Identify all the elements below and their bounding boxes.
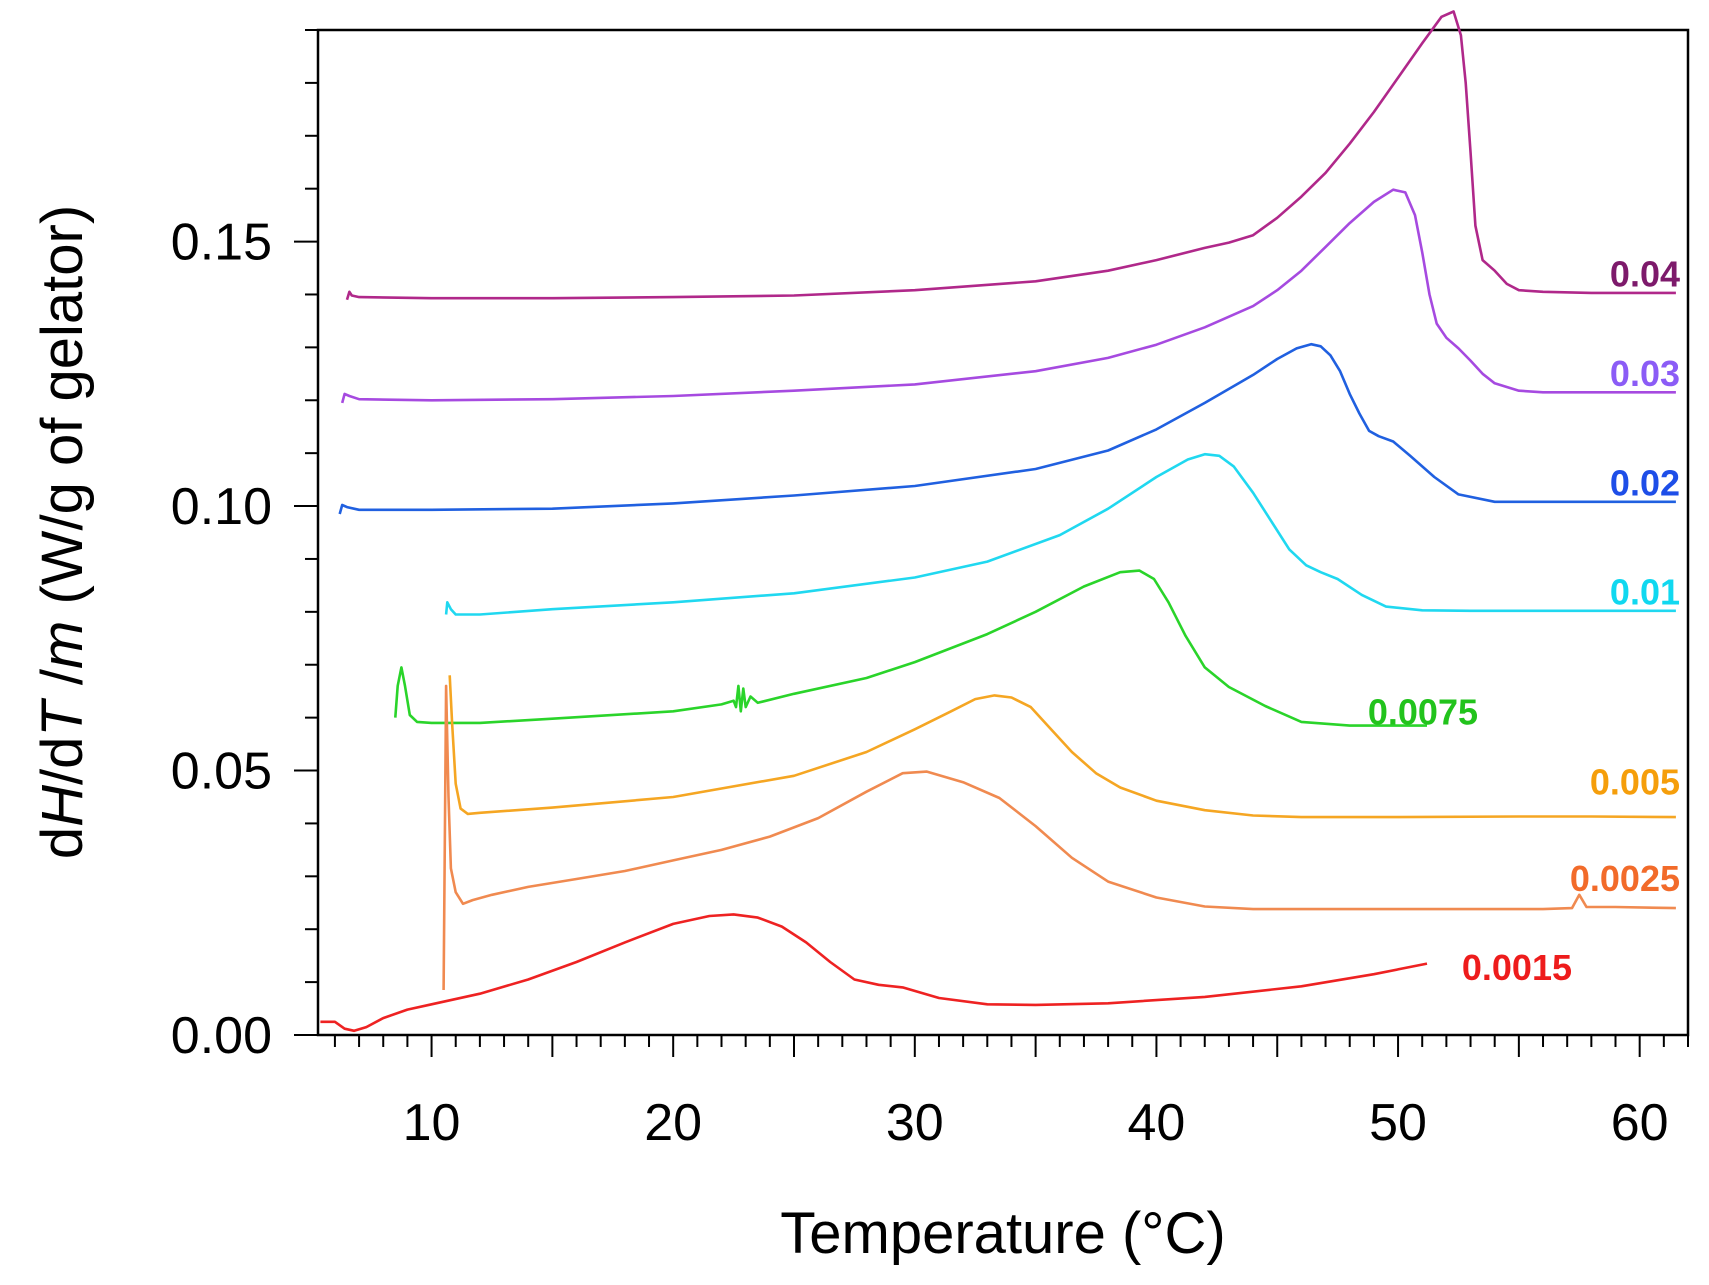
axes: 10 20 30 40 50 60 0.00 0.05 0.10 0.15	[171, 29, 1689, 1152]
x-tick-label: 60	[1611, 1094, 1669, 1152]
series-line-0.04	[345, 10, 1676, 301]
y-axis-title-part: /d	[30, 737, 95, 785]
y-axis-title: dH/dT /m (W/g of gelator)	[30, 205, 95, 859]
y-axis-title-part: m	[30, 621, 95, 669]
x-tick-label: 40	[1128, 1094, 1186, 1152]
y-axis-title-part: T	[30, 698, 95, 737]
y-axis-title-part: /	[30, 668, 95, 701]
series-label-0.0075: 0.0075	[1368, 691, 1478, 732]
x-tick-label: 10	[403, 1094, 461, 1152]
y-tick-label: 0.10	[171, 478, 272, 536]
series-line-0.0075	[394, 569, 1427, 727]
series-label-0.02: 0.02	[1610, 462, 1680, 503]
series-line-0.03	[340, 188, 1676, 404]
x-tick-label: 20	[644, 1094, 702, 1152]
series-lines	[320, 10, 1676, 1033]
y-axis-title-part: (W/g of gelator)	[30, 205, 95, 621]
series-label-0.04: 0.04	[1610, 253, 1680, 294]
series-line-0.005	[448, 675, 1676, 819]
series-label-0.0025: 0.0025	[1570, 858, 1680, 899]
series-line-0.01	[444, 452, 1676, 616]
y-axis-title-part: H	[30, 785, 95, 827]
y-tick-label: 0.05	[171, 743, 272, 801]
y-axis-title-part: d	[30, 827, 95, 859]
series-label-0.005: 0.005	[1590, 762, 1680, 803]
series-line-0.02	[338, 342, 1676, 515]
series-label-0.0015: 0.0015	[1462, 947, 1572, 988]
series-line-0.0015	[320, 913, 1428, 1033]
x-tick-label: 50	[1369, 1094, 1427, 1152]
series-label-0.03: 0.03	[1610, 353, 1680, 394]
plot-frame	[316, 28, 1690, 1037]
x-axis-title: Temperature (°C)	[780, 1201, 1225, 1266]
series-line-0.0025	[442, 684, 1676, 991]
x-tick-label: 30	[886, 1094, 944, 1152]
series-label-0.01: 0.01	[1610, 571, 1680, 612]
series-labels: 0.04 0.03 0.02 0.01 0.0075 0.005 0.0025 0.0015	[1368, 253, 1680, 987]
y-tick-label: 0.00	[171, 1007, 272, 1065]
y-tick-label: 0.15	[171, 214, 272, 272]
